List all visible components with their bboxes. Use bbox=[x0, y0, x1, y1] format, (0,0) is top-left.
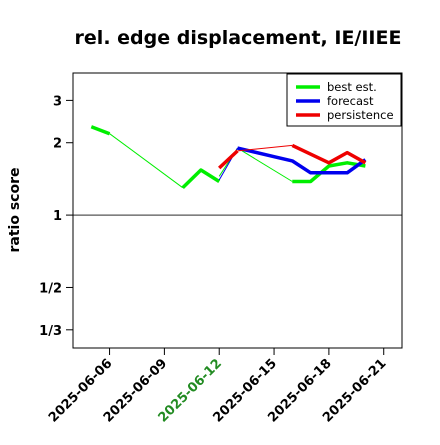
legend-label-persistence: persistence bbox=[327, 108, 394, 122]
y-tick-label-4: 1/3 bbox=[39, 324, 62, 339]
y-tick-label-3: 1/2 bbox=[39, 281, 62, 296]
y-tick-label-2: 1 bbox=[53, 209, 62, 224]
series-best-est-thin-line-2 bbox=[237, 147, 293, 182]
y-tick-label-1: 2 bbox=[53, 137, 62, 152]
series-best-est-thick-line-1 bbox=[181, 168, 221, 189]
series-best-est-thick-line-0 bbox=[90, 125, 111, 136]
series-best-est-thick-line-2 bbox=[292, 161, 366, 184]
y-tick-label-0: 3 bbox=[53, 94, 62, 109]
y-axis-label: ratio score bbox=[7, 168, 23, 253]
legend-label-best-est: best est. bbox=[327, 80, 377, 94]
chart-title: rel. edge displacement, IE/IIEE bbox=[75, 27, 402, 49]
plot-layer: 3211/21/32025-06-062025-06-092025-06-122… bbox=[39, 72, 403, 426]
plot-frame bbox=[72, 72, 403, 349]
series-best-est-thin-line-0 bbox=[109, 133, 183, 189]
series-persistence-thin-line-0 bbox=[237, 144, 293, 152]
series-forecast-thick-line-0 bbox=[237, 146, 367, 175]
legend-label-forecast: forecast bbox=[327, 94, 374, 108]
series-persistence-thick-line-0 bbox=[218, 149, 239, 170]
series-persistence-thick-line-1 bbox=[291, 143, 367, 165]
